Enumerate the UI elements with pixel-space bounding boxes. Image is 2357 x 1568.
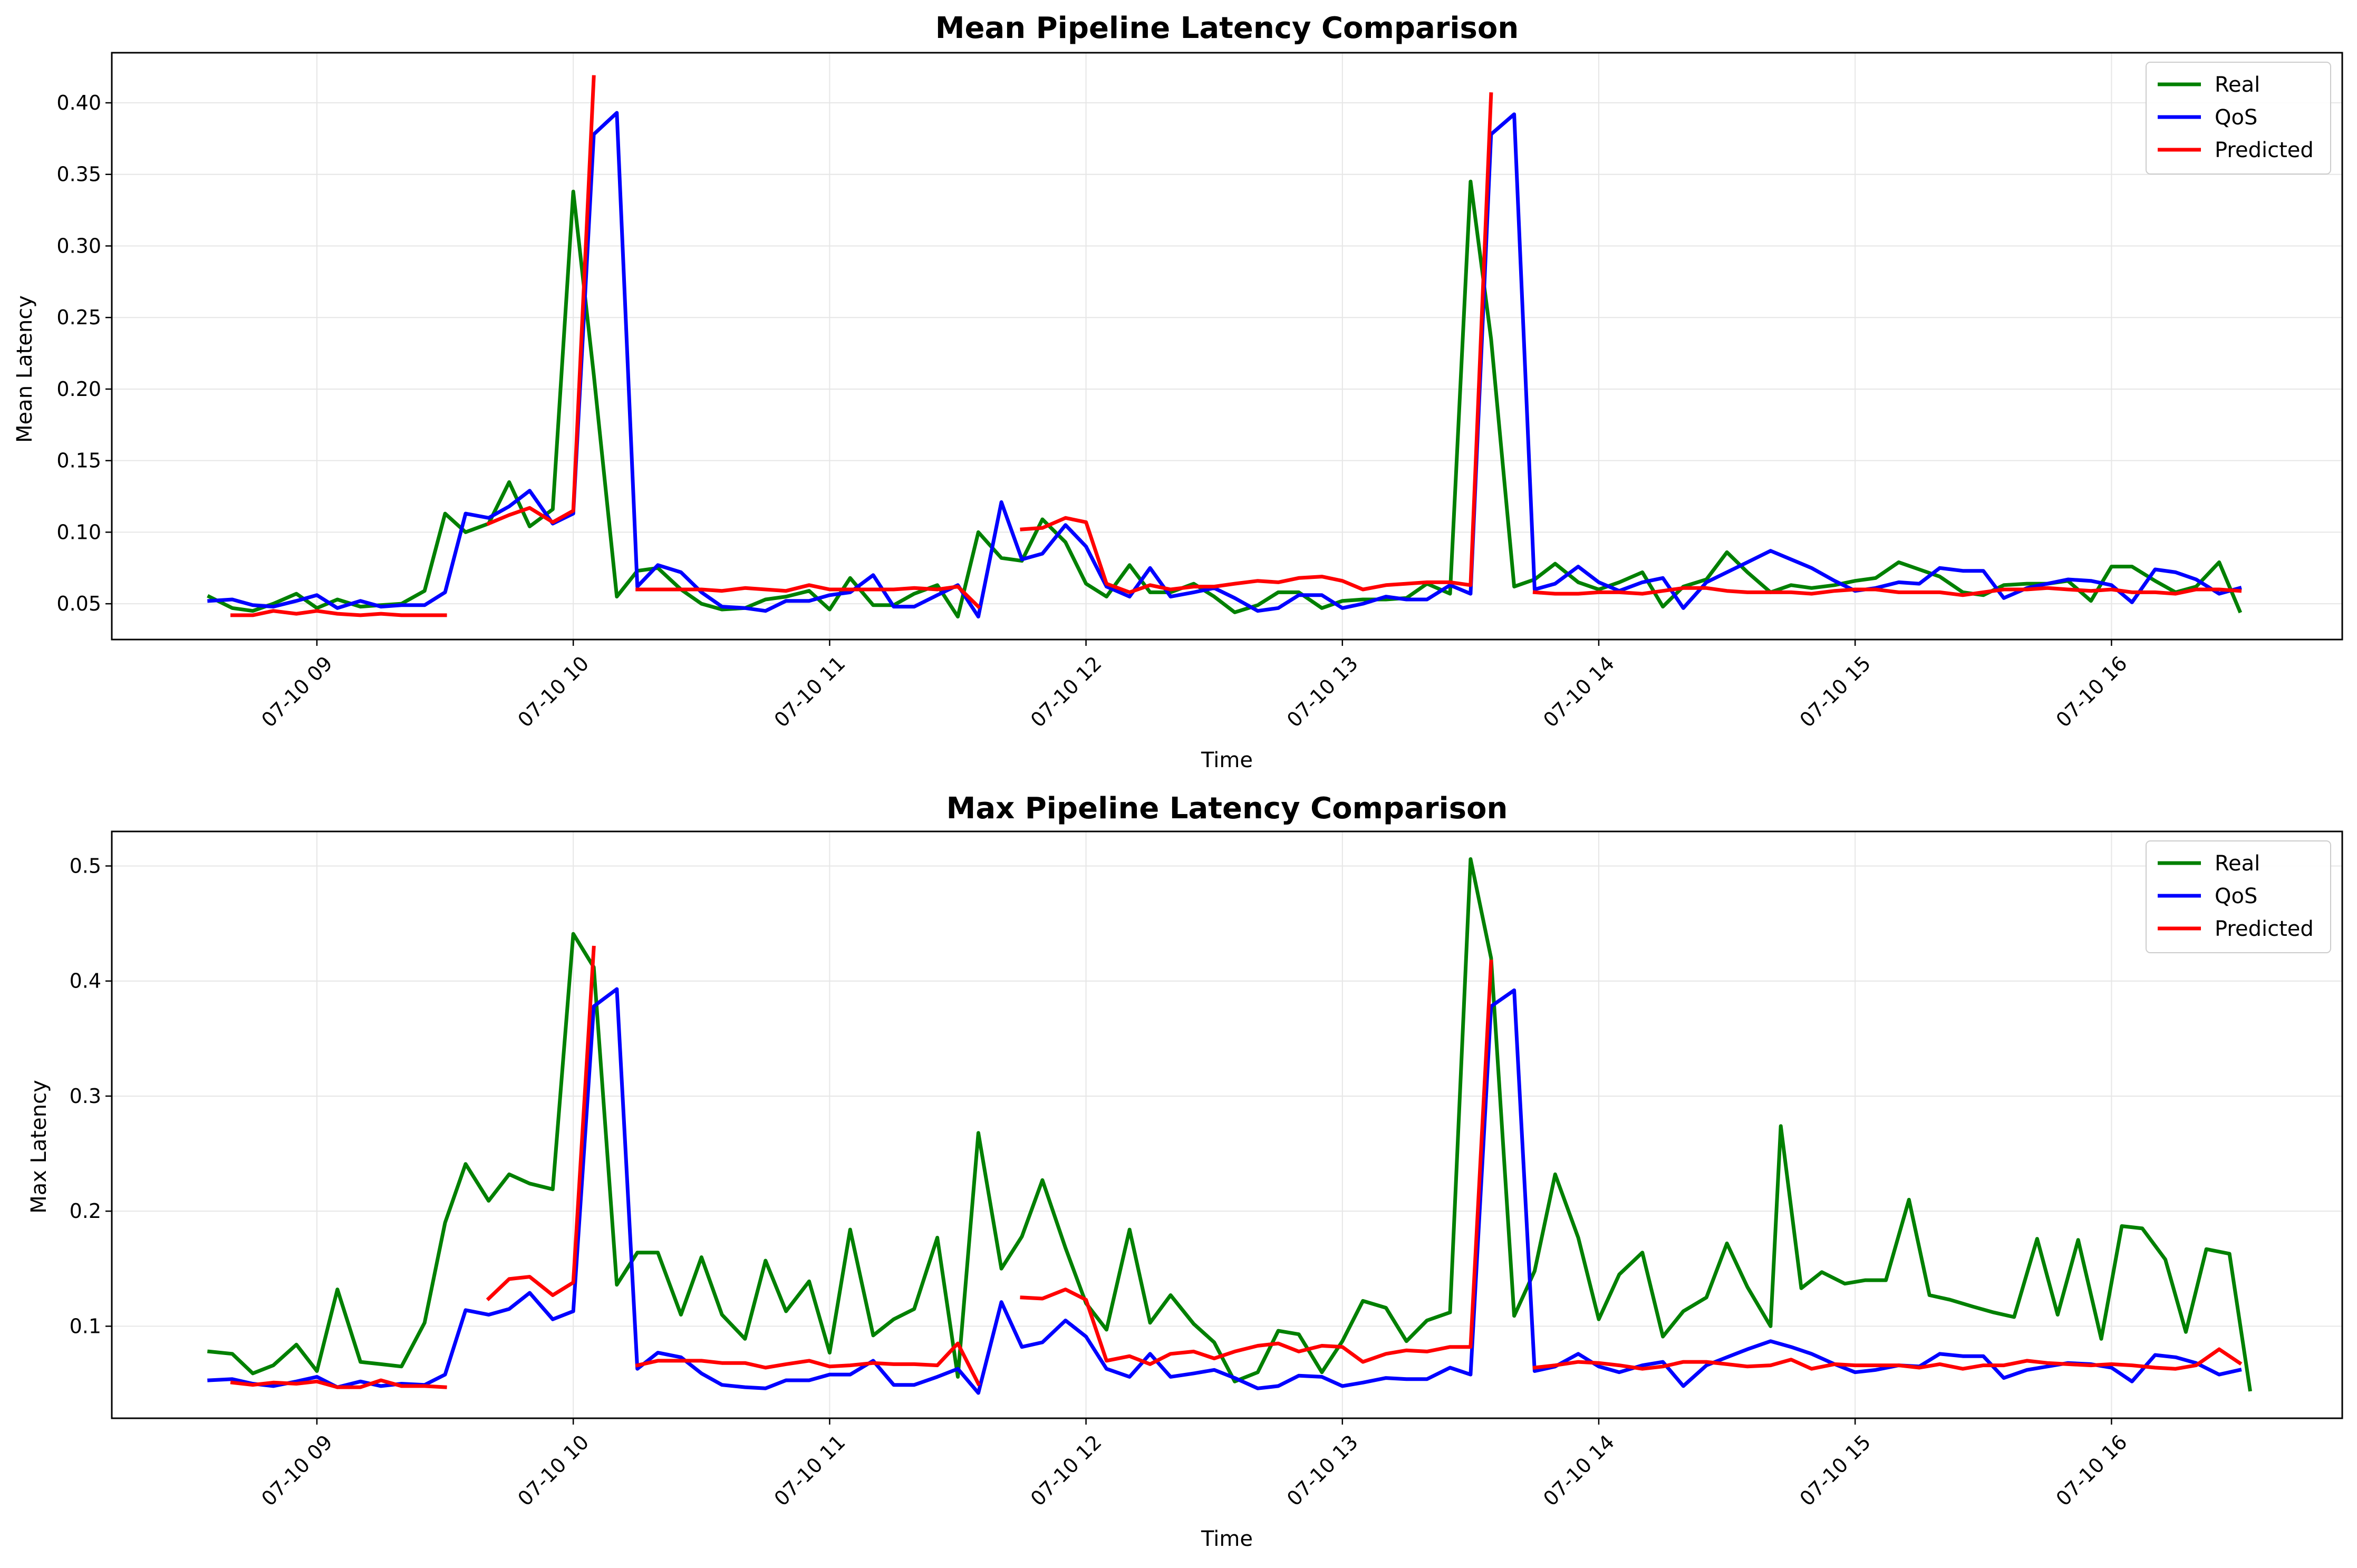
legend-label: Predicted — [2215, 917, 2314, 941]
series-line-real — [207, 857, 2252, 1392]
y-axis-label: Mean Latency — [13, 295, 37, 443]
legend-label: Real — [2215, 851, 2260, 876]
x-axis-label: Time — [1201, 1527, 1253, 1551]
y-tick-label: 0.3 — [70, 1085, 101, 1108]
series-real — [207, 857, 2252, 1392]
plot-frame — [111, 830, 2343, 1419]
x-axis-label: Time — [1201, 748, 1253, 772]
series-line-predicted — [1532, 586, 2242, 597]
legend-box — [2146, 62, 2331, 175]
legend-label: QoS — [2215, 105, 2257, 130]
y-tick-label: 0.25 — [56, 306, 101, 329]
series-line-predicted — [1020, 959, 1493, 1366]
series-line-predicted — [486, 945, 596, 1301]
y-tick-label: 0.15 — [56, 449, 101, 472]
series-predicted — [230, 75, 2242, 617]
y-tick-label: 0.40 — [56, 91, 101, 114]
series-line-predicted — [1020, 92, 1493, 594]
panel-title: Mean Pipeline Latency Comparison — [935, 11, 1519, 45]
legend: Real QoS Predicted — [2146, 840, 2331, 953]
series-predicted — [230, 945, 2243, 1389]
plot-frame — [111, 52, 2343, 641]
series-line-predicted — [230, 609, 447, 617]
y-tick-label: 0.20 — [56, 378, 101, 401]
y-tick-label: 0.2 — [70, 1199, 101, 1223]
legend-label: Real — [2215, 73, 2260, 97]
mean-latency-panel: Mean Pipeline Latency Comparison 0.05 0.1… — [13, 11, 2343, 772]
y-axis-label: Max Latency — [27, 1080, 51, 1214]
legend-label: Predicted — [2215, 138, 2314, 162]
panel-title: Max Pipeline Latency Comparison — [946, 791, 1508, 826]
y-tick-label: 0.10 — [56, 520, 101, 544]
y-tick-label: 0.5 — [70, 854, 101, 877]
y-tick-label: 0.4 — [70, 970, 101, 993]
legend: Real QoS Predicted — [2146, 62, 2331, 175]
series-line-predicted — [635, 1341, 981, 1387]
series-line-predicted — [230, 1378, 447, 1389]
y-tick-label: 0.1 — [70, 1314, 101, 1338]
legend-box — [2146, 840, 2331, 953]
series-line-predicted — [635, 583, 981, 609]
series-line-predicted — [486, 75, 596, 526]
y-tick-label: 0.05 — [56, 592, 101, 615]
series-line-predicted — [1532, 1347, 2243, 1371]
series-real — [207, 179, 2243, 619]
y-tick-label: 0.30 — [56, 234, 101, 257]
y-tick-label: 0.35 — [56, 163, 101, 186]
legend-label: QoS — [2215, 884, 2257, 908]
series-line-real — [207, 179, 2243, 619]
